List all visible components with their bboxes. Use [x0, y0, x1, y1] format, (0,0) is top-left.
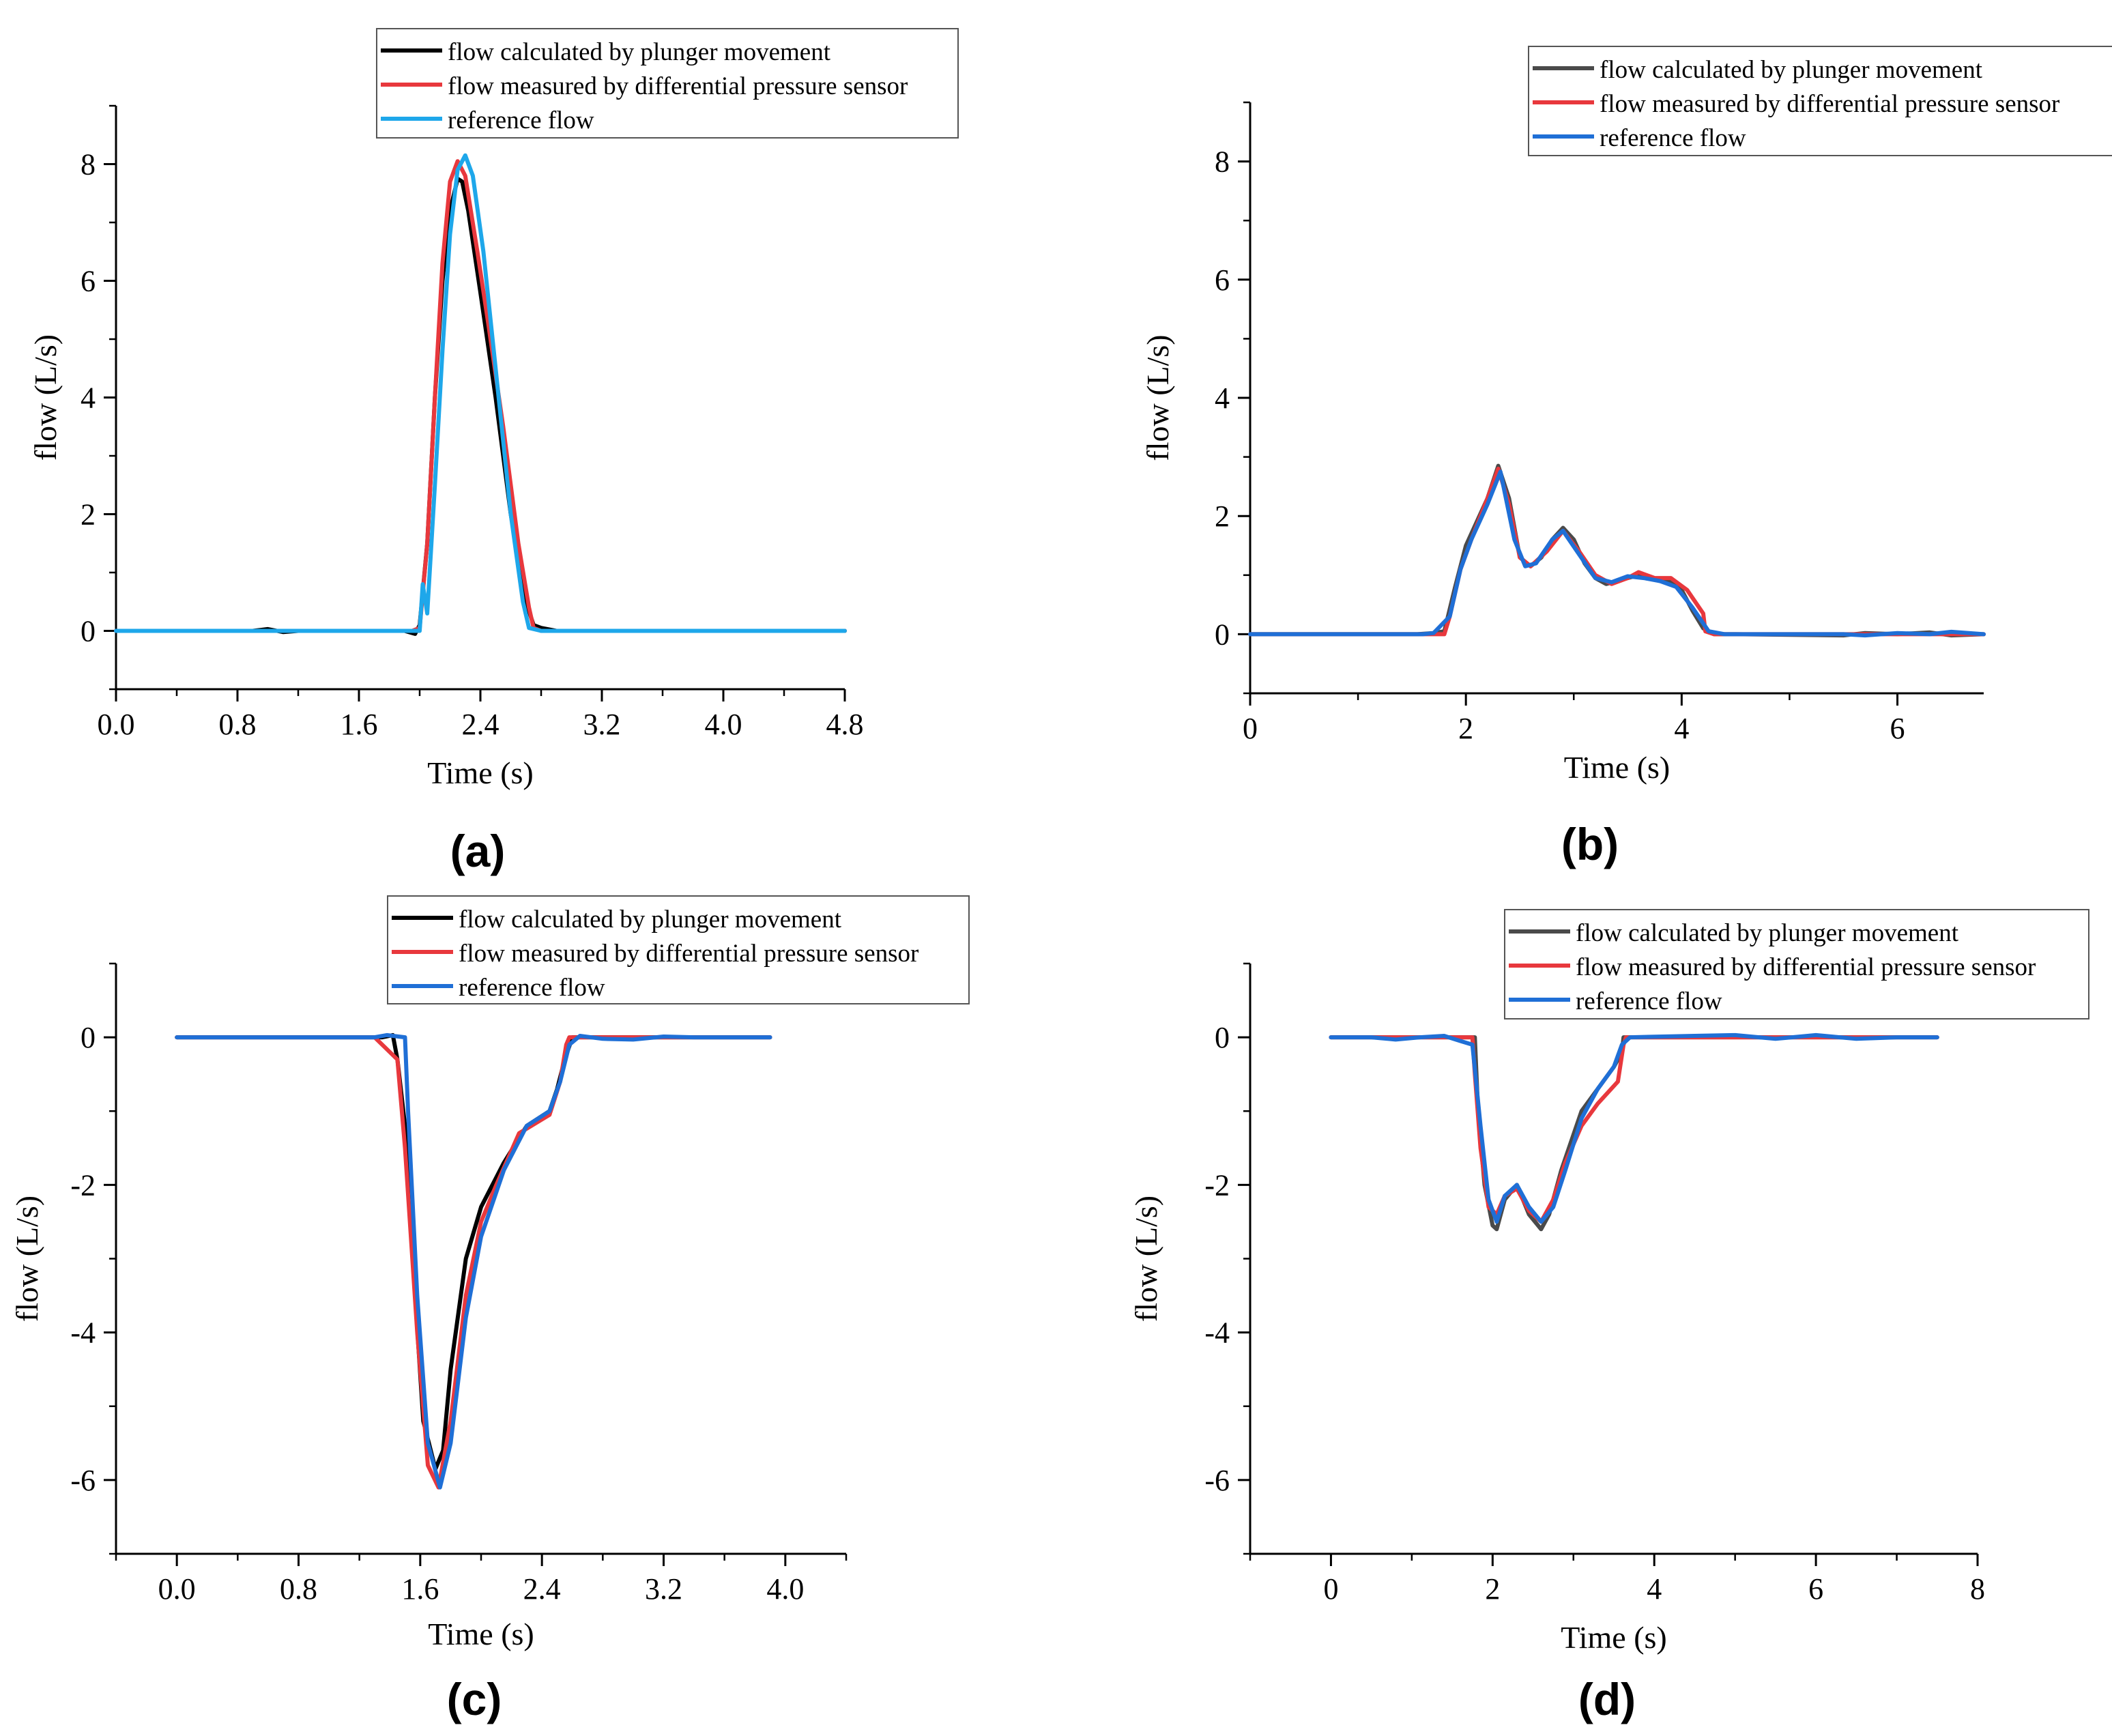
y-tick-label: -2: [1204, 1168, 1230, 1202]
x-tick-label: 0: [1243, 712, 1258, 745]
y-tick-label: 2: [1215, 500, 1230, 533]
x-tick-label: 3.2: [645, 1572, 682, 1606]
y-tick-label: -2: [70, 1168, 96, 1202]
legend: flow calculated by plunger movement flow …: [1528, 46, 2112, 156]
x-tick-label: 2: [1458, 712, 1473, 745]
y-tick-label: 0: [81, 615, 96, 648]
legend-label: flow calculated by plunger movement: [459, 906, 842, 934]
x-tick-label: 0.8: [219, 708, 257, 741]
x-tick-label: 0.8: [280, 1572, 317, 1606]
panel-caption: (b): [1561, 819, 1619, 869]
x-tick-label: 6: [1808, 1572, 1823, 1606]
y-axis-title: flow (L/s): [1140, 334, 1175, 461]
y-tick-label: 8: [81, 148, 96, 182]
legend: flow calculated by plunger movement flow …: [376, 28, 959, 139]
panel-caption: (a): [450, 826, 506, 876]
x-tick-label: 4.8: [826, 708, 864, 741]
y-tick-label: 8: [1215, 145, 1230, 179]
x-tick-label: 4: [1674, 712, 1689, 745]
x-tick-label: 3.2: [583, 708, 621, 741]
legend-label: flow calculated by plunger movement: [1600, 56, 1983, 84]
y-tick-label: 0: [1215, 1021, 1230, 1054]
legend-label: flow calculated by plunger movement: [1576, 919, 1959, 947]
x-tick-label: 8: [1970, 1572, 1985, 1606]
x-tick-label: 2: [1485, 1572, 1500, 1606]
x-tick-label: 6: [1890, 712, 1905, 745]
series-line-3: [1329, 1032, 1939, 1224]
series-line-2: [1248, 466, 1986, 637]
y-tick-label: -6: [70, 1464, 96, 1497]
x-tick-label: 2.4: [462, 708, 500, 741]
legend: flow calculated by plunger movement flow …: [1504, 909, 2089, 1019]
y-tick-label: -6: [1204, 1464, 1230, 1497]
y-tick-label: 0: [81, 1021, 96, 1054]
legend-label: flow measured by differential pressure s…: [1576, 953, 2036, 981]
x-tick-label: 1.6: [401, 1572, 439, 1606]
series-line-3: [1248, 469, 1986, 638]
legend-label: flow measured by differential pressure s…: [1600, 90, 2059, 118]
x-tick-label: 1.6: [341, 708, 378, 741]
y-axis-title: flow (L/s): [10, 1196, 44, 1322]
legend-box: [1528, 46, 2112, 156]
legend-label: flow calculated by plunger movement: [448, 38, 831, 66]
legend-label: flow measured by differential pressure s…: [459, 940, 918, 968]
x-axis-title: Time (s): [428, 1617, 534, 1651]
y-tick-label: 6: [1215, 263, 1230, 297]
series-line-1: [1329, 1035, 1939, 1232]
chart-panel-2: 0 2 4 6 0 2 4 6 8 Time (s) flow (L/s) flow calculat…: [1140, 46, 2112, 869]
legend-label: reference flow: [1576, 987, 1722, 1015]
y-tick-label: 4: [1215, 381, 1230, 415]
x-tick-label: 0.0: [158, 1572, 196, 1606]
legend-box: [387, 895, 970, 1004]
legend-box: [376, 28, 959, 139]
y-axis-title: flow (L/s): [28, 334, 63, 461]
series-line-2: [114, 159, 847, 633]
x-tick-label: 0: [1323, 1572, 1338, 1606]
x-axis-title: Time (s): [1561, 1620, 1667, 1655]
y-tick-label: 0: [1215, 618, 1230, 651]
y-tick-label: 6: [81, 265, 96, 298]
y-tick-label: -4: [1204, 1316, 1230, 1350]
chart-panel-4: 0 2 4 6 8 0 -2 -4 -6 Time (s) flow (L/s) flow calcu…: [1129, 909, 2089, 1724]
x-axis-title: Time (s): [427, 755, 534, 790]
panel-caption: (d): [1578, 1674, 1636, 1724]
x-tick-label: 0.0: [98, 708, 135, 741]
x-tick-label: 4.0: [705, 708, 742, 741]
x-tick-label: 2.4: [523, 1572, 561, 1606]
chart-panel-1: 0.0 0.8 1.6 2.4 3.2 4.0 4.8 0 2 4 6 8 Time (s) flow (…: [28, 28, 959, 876]
legend-label: reference flow: [459, 974, 605, 1002]
series-line-1: [114, 176, 847, 636]
series-line-2: [175, 1035, 772, 1490]
x-tick-label: 4: [1647, 1572, 1662, 1606]
x-axis-title: Time (s): [1564, 750, 1670, 785]
legend: flow calculated by plunger movement flow …: [387, 895, 970, 1004]
x-tick-label: 4.0: [766, 1572, 804, 1606]
y-axis-title: flow (L/s): [1129, 1196, 1163, 1322]
legend-label: reference flow: [448, 106, 594, 134]
legend-label: flow measured by differential pressure s…: [448, 72, 908, 100]
series-line-2: [1329, 1035, 1939, 1224]
series-line-3: [114, 153, 847, 633]
y-tick-label: -4: [70, 1316, 96, 1350]
y-tick-label: 2: [81, 498, 96, 532]
series-line-3: [175, 1032, 772, 1490]
y-tick-label: 4: [81, 381, 96, 415]
legend-box: [1504, 909, 2089, 1019]
series-line-1: [1248, 463, 1986, 638]
legend-label: reference flow: [1600, 124, 1746, 152]
chart-panel-3: 0.0 0.8 1.6 2.4 3.2 4.0 0 -2 -4 -6 Time (s) flow (L…: [10, 895, 970, 1724]
panel-caption: (c): [447, 1674, 502, 1724]
